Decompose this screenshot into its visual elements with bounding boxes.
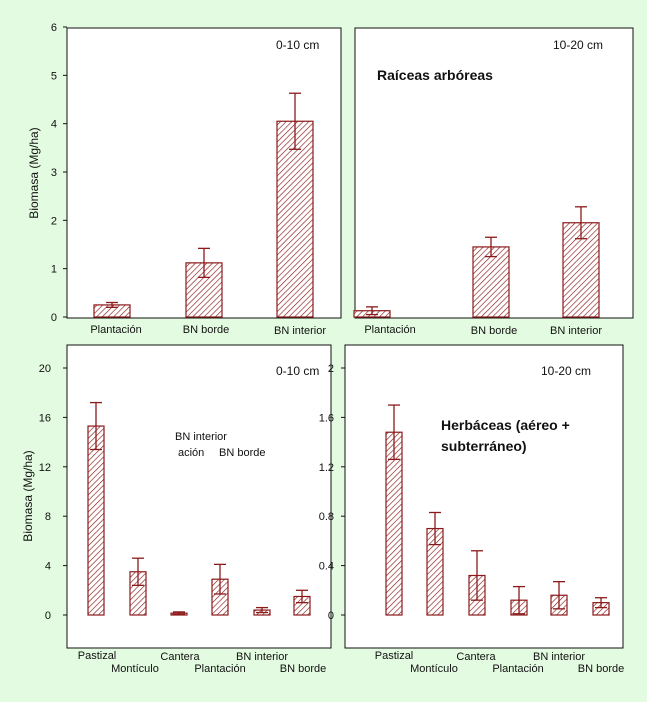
stray-label-acion: ación <box>178 447 204 459</box>
y-axis-label: Biomasa (Mg/ha) <box>27 127 41 218</box>
y-tick-label: 0.4 <box>319 561 334 573</box>
category-label: Plantación <box>90 324 141 336</box>
category-label: BN borde <box>578 663 624 675</box>
y-tick-label: 12 <box>39 462 51 474</box>
panel-roots-10-20: 10-20 cm Raíceas arbóreas Plantación BN b… <box>353 27 634 337</box>
y-tick-label: 1 <box>51 264 57 276</box>
y-tick-label: 0 <box>51 312 57 324</box>
y-tick-label: 4 <box>45 561 51 573</box>
y-tick-label: 4 <box>51 119 57 131</box>
y-tick-label: 0 <box>45 610 51 622</box>
panel-depth-label: 10-20 cm <box>541 364 591 378</box>
category-label: BN borde <box>280 663 326 675</box>
category-label: Cantera <box>456 651 496 663</box>
category-labels: Plantación BN borde BN interior <box>364 324 602 337</box>
category-label: Plantación <box>492 663 543 675</box>
y-ticks: 0 0.4 0.8 1.2 1.6 2 <box>319 363 345 622</box>
bar-bn-borde <box>472 246 510 318</box>
panel-depth-label: 0-10 cm <box>276 38 319 52</box>
y-tick-label: 8 <box>45 511 51 523</box>
bar-pastizal <box>87 425 105 616</box>
y-tick-label: 20 <box>39 363 51 375</box>
panel-depth-label: 0-10 cm <box>276 364 319 378</box>
bars <box>353 206 600 318</box>
category-label: BN interior <box>236 651 288 663</box>
panel-herb-0-10: 0-10 cm Biomasa (Mg/ha) BN interior ació… <box>21 344 332 675</box>
annotation-herbaceas-line2: subterráneo) <box>441 438 527 454</box>
plot-frame <box>66 344 332 649</box>
stray-label-bn-borde: BN borde <box>219 447 265 459</box>
category-label: Plantación <box>364 324 415 336</box>
bars <box>87 401 311 616</box>
y-tick-label: 0.8 <box>319 511 334 523</box>
y-tick-label: 16 <box>39 412 51 424</box>
category-label: BN interior <box>550 325 602 337</box>
category-label: BN borde <box>183 324 229 336</box>
category-label: Montículo <box>111 663 159 675</box>
y-ticks: 0 4 8 12 16 20 <box>39 363 67 622</box>
category-label: BN interior <box>533 651 585 663</box>
bars <box>93 92 314 318</box>
bars <box>385 404 610 616</box>
category-label: Pastizal <box>78 650 117 662</box>
y-tick-label: 1.6 <box>319 412 334 424</box>
category-label: Cantera <box>160 651 200 663</box>
y-ticks: 0 1 2 3 4 5 6 <box>51 22 67 324</box>
y-tick-label: 0 <box>328 610 334 622</box>
category-label: Montículo <box>410 663 458 675</box>
y-tick-label: 2 <box>51 215 57 227</box>
panel-depth-label: 10-20 cm <box>553 38 603 52</box>
category-label: Pastizal <box>375 650 414 662</box>
bar-bn-borde <box>185 262 223 318</box>
annotation-raices-arboreas: Raíceas arbóreas <box>377 67 493 83</box>
category-label: BN interior <box>274 325 326 337</box>
category-label: Plantación <box>194 663 245 675</box>
annotation-herbaceas-line1: Herbáceas (aéreo + <box>441 417 570 433</box>
y-axis-label: Biomasa (Mg/ha) <box>21 450 35 541</box>
panel-herb-10-20: 10-20 cm Herbáceas (aéreo + subterráneo)… <box>319 344 625 675</box>
y-tick-label: 1.2 <box>319 462 334 474</box>
stray-label-bn-interior: BN interior <box>175 431 227 443</box>
y-tick-label: 3 <box>51 167 57 179</box>
y-tick-label: 2 <box>328 363 334 375</box>
y-tick-label: 6 <box>51 22 57 34</box>
y-tick-label: 5 <box>51 70 57 82</box>
panel-roots-0-10: 0-10 cm Biomasa (Mg/ha) 0 1 2 3 4 5 6 Plantaci… <box>27 22 342 337</box>
category-label: BN borde <box>471 325 517 337</box>
bar-bn-interior <box>276 120 314 318</box>
category-labels: Plantación BN borde BN interior <box>90 324 326 337</box>
